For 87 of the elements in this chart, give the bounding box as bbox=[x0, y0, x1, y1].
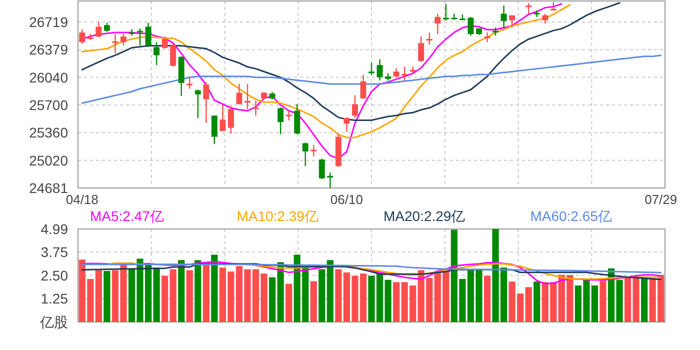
candlestick bbox=[376, 58, 383, 82]
candlestick bbox=[286, 110, 292, 122]
bar bbox=[326, 260, 334, 322]
y-tick-label: 4.99 bbox=[40, 221, 68, 237]
candlestick bbox=[137, 28, 143, 46]
candlestick bbox=[128, 28, 135, 36]
bar bbox=[335, 269, 342, 322]
y-tick-label: 亿股 bbox=[39, 314, 68, 330]
text: MA5:2.47亿 bbox=[90, 208, 164, 224]
candlestick bbox=[451, 13, 458, 20]
candlestick bbox=[368, 62, 374, 76]
candlestick bbox=[112, 33, 118, 54]
y-tick-label: 2.50 bbox=[40, 267, 68, 284]
candlestick bbox=[211, 114, 218, 145]
y-tick-label: 25700 bbox=[29, 96, 68, 113]
bar bbox=[534, 282, 540, 322]
candlestick bbox=[203, 82, 210, 124]
line-series bbox=[81, 4, 571, 138]
candlestick bbox=[426, 32, 432, 46]
candlestick bbox=[500, 4, 507, 28]
bar bbox=[162, 276, 168, 322]
candlestick bbox=[294, 104, 300, 135]
bar bbox=[170, 269, 176, 322]
candlestick bbox=[442, 3, 449, 21]
candlestick bbox=[509, 14, 516, 28]
line-series bbox=[81, 264, 662, 274]
bar bbox=[194, 260, 202, 322]
candlestick bbox=[360, 74, 366, 100]
x-tick-label: 06/10 bbox=[330, 192, 363, 207]
bar bbox=[202, 262, 210, 322]
y-tick-label: 1.25 bbox=[40, 290, 68, 307]
bar bbox=[186, 270, 193, 322]
y-tick-label: 3.75 bbox=[40, 244, 68, 260]
candlestick bbox=[468, 16, 474, 36]
bar bbox=[624, 276, 632, 322]
bar bbox=[641, 278, 648, 322]
candlestick bbox=[542, 13, 548, 24]
candlestick bbox=[228, 105, 234, 134]
bar bbox=[525, 287, 532, 322]
bar bbox=[95, 270, 102, 322]
x-tick-label: 07/29 bbox=[644, 192, 678, 207]
candlestick bbox=[302, 142, 308, 167]
y-tick-label: 26379 bbox=[29, 42, 68, 58]
bar bbox=[600, 280, 606, 322]
candlestick bbox=[344, 116, 350, 132]
candlestick bbox=[220, 104, 226, 132]
bar bbox=[318, 269, 326, 322]
bar bbox=[310, 281, 317, 322]
y-tick-label: 25360 bbox=[29, 124, 68, 141]
x-tick-label: 04/18 bbox=[66, 192, 98, 207]
candlestick bbox=[96, 21, 102, 38]
candlestick bbox=[162, 36, 168, 50]
candlestick bbox=[402, 66, 408, 82]
bar bbox=[211, 254, 218, 322]
y-tick-label: 25020 bbox=[29, 152, 68, 168]
y-tick-label: 24681 bbox=[29, 180, 68, 196]
text: MA20:2.29亿 bbox=[384, 208, 466, 224]
candlestick bbox=[170, 43, 176, 68]
y-tick-label: 26040 bbox=[29, 69, 68, 86]
candlestick bbox=[434, 13, 441, 35]
candlestick bbox=[244, 83, 250, 110]
candlestick bbox=[194, 88, 201, 119]
text: MA10:2.39亿 bbox=[236, 208, 318, 224]
bar bbox=[484, 276, 491, 322]
candlestick bbox=[154, 42, 160, 66]
candlestick bbox=[310, 144, 317, 157]
candlestick bbox=[410, 66, 416, 74]
candlestick bbox=[418, 36, 424, 62]
text: MA60:2.65亿 bbox=[530, 208, 612, 224]
candlestick bbox=[186, 76, 193, 90]
candlestick bbox=[327, 172, 334, 189]
bar bbox=[286, 284, 292, 322]
candlestick bbox=[318, 158, 325, 180]
candlestick bbox=[120, 33, 126, 46]
bar bbox=[392, 282, 400, 322]
candlestick bbox=[145, 22, 152, 48]
candlestick bbox=[236, 83, 242, 105]
line-series bbox=[81, 54, 662, 104]
candlestick bbox=[79, 28, 86, 44]
bar bbox=[104, 270, 110, 322]
y-tick-label: 26719 bbox=[29, 14, 68, 30]
candlestick bbox=[252, 100, 259, 116]
candlestick bbox=[352, 94, 358, 119]
bar bbox=[632, 276, 640, 322]
bar bbox=[178, 260, 185, 322]
candlestick bbox=[278, 106, 284, 135]
candlestick bbox=[526, 2, 532, 14]
